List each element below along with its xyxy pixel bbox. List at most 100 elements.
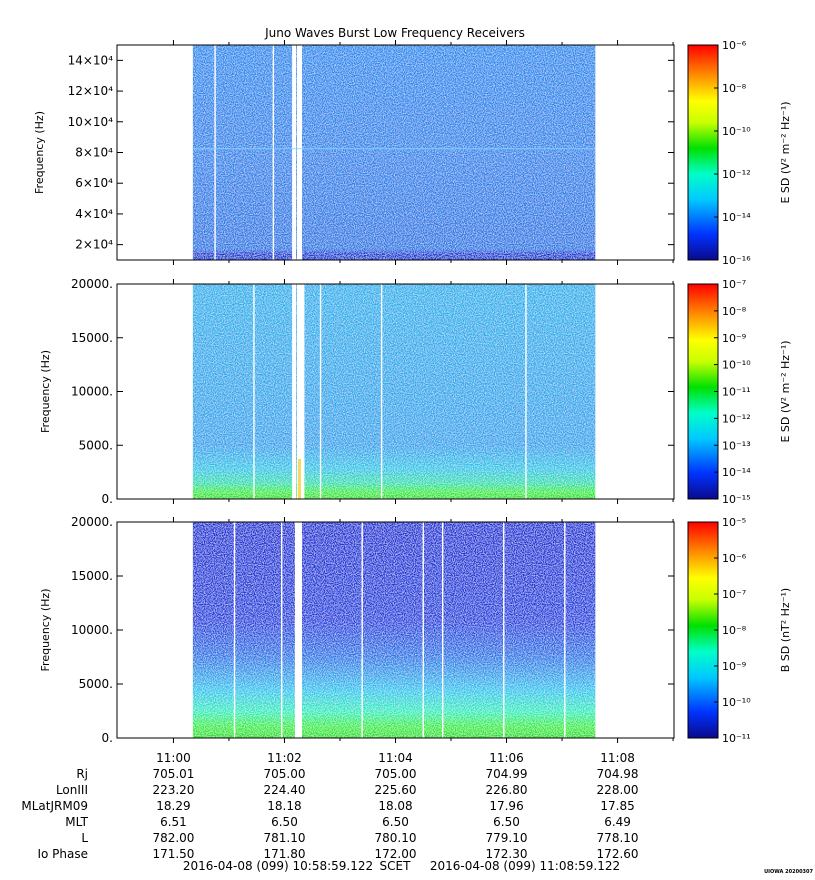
data-gap — [294, 522, 299, 738]
colorbar-tick-label: 10⁻⁹ — [722, 660, 746, 673]
data-gap — [564, 522, 566, 738]
colorbar-label: B SD (nT² Hz⁻¹) — [779, 588, 792, 672]
colorbar — [687, 521, 719, 739]
ephemeris-value: 172.00 — [375, 847, 417, 861]
data-gap — [525, 284, 527, 499]
ytick-label: 14×10⁴ — [68, 53, 114, 67]
interference-line — [192, 148, 596, 150]
panel-1: 2×10⁴ 4×10⁴ 6×10⁴ 8×10⁴ 10×10⁴ 12×10⁴ 14×10⁴ Fr… — [33, 39, 792, 267]
ephemeris-value: 18.08 — [378, 799, 412, 813]
ephemeris-value: 778.10 — [597, 831, 639, 845]
colorbar-tick-label: 10⁻¹³ — [722, 439, 751, 452]
ephemeris-value: 6.50 — [493, 815, 520, 829]
data-gap — [380, 284, 383, 499]
colorbar-tick-label: 10⁻⁹ — [722, 332, 746, 345]
ytick-label: 20000. — [71, 515, 113, 529]
ephemeris-value: 704.99 — [486, 767, 528, 781]
colorbar-label: E SD (V² m⁻² Hz⁻¹) — [779, 101, 792, 203]
data-gap — [292, 284, 297, 499]
colorbar-tick-label: 10⁻¹⁴ — [722, 466, 751, 479]
ytick-label: 6×10⁴ — [75, 176, 113, 190]
xtick-label: 11:04 — [378, 751, 413, 765]
colorbar-tick-label: 10⁻⁶ — [722, 39, 747, 52]
ephemeris-value: 228.00 — [597, 783, 639, 797]
ephemeris-value: 17.96 — [489, 799, 523, 813]
panel-3: 0. 5000. 10000. 15000. 20000. Frequency (Hz) 1… — [39, 515, 792, 745]
colorbar-tick-label: 10⁻⁶ — [722, 552, 747, 565]
ytick-label: 0. — [102, 731, 113, 745]
ephemeris-value: 6.49 — [604, 815, 631, 829]
ephemeris-table: Rj 705.01 705.00 705.00 704.99 704.98 LonIII 22… — [21, 767, 638, 861]
ephemeris-value: 18.18 — [267, 799, 301, 813]
colorbar — [687, 283, 719, 500]
gap-stripe — [296, 284, 302, 499]
ephemeris-value: 779.10 — [486, 831, 528, 845]
figure-title: Juno Waves Burst Low Frequency Receivers — [264, 26, 525, 40]
ytick-label: 15000. — [71, 331, 113, 345]
data-gap — [280, 522, 283, 738]
stripe-low-freq-emission — [297, 459, 301, 499]
ephemeris-label: Rj — [76, 767, 88, 781]
ephemeris-value: 18.29 — [156, 799, 190, 813]
ytick-label: 5000. — [79, 677, 113, 691]
data-gap — [361, 522, 363, 738]
ephemeris-label: MLatJRM09 — [21, 799, 88, 813]
data-gap — [441, 522, 444, 738]
ephemeris-label: MLT — [65, 815, 88, 829]
colorbar-tick-label: 10⁻¹⁰ — [722, 125, 751, 138]
gap-stripe — [296, 522, 302, 738]
colorbar-tick-label: 10⁻¹² — [722, 412, 751, 425]
colorbar-tick-label: 10⁻⁷ — [722, 588, 746, 601]
ytick-label: 8×10⁴ — [75, 146, 113, 160]
colorbar-tick-label: 10⁻¹⁵ — [722, 493, 751, 506]
ephemeris-label: Io Phase — [37, 847, 88, 861]
ephemeris-value: 224.40 — [263, 783, 305, 797]
data-gap — [300, 284, 305, 499]
colorbar-tick-label: 10⁻¹¹ — [722, 732, 751, 745]
ylabel: Frequency (Hz) — [39, 589, 52, 672]
ephemeris-value: 705.00 — [263, 767, 305, 781]
ephemeris-value: 171.50 — [152, 847, 194, 861]
data-gap — [503, 522, 505, 738]
ephemeris-value: 6.50 — [271, 815, 298, 829]
ephemeris-value: 172.30 — [486, 847, 528, 861]
data-gap — [422, 522, 424, 738]
colorbar-tick-label: 10⁻⁸ — [722, 82, 747, 95]
data-gap — [292, 45, 297, 260]
ephemeris-value: 172.60 — [597, 847, 639, 861]
ytick-label: 10000. — [71, 623, 113, 637]
ephemeris-value: 223.20 — [152, 783, 194, 797]
time-axis: 11:00 11:02 11:04 11:06 11:08 — [156, 751, 635, 765]
colorbar-label: E SD (V² m⁻² Hz⁻¹) — [779, 340, 792, 442]
footer-scet-label: SCET — [380, 859, 412, 873]
ytick-label: 10×10⁴ — [68, 115, 114, 129]
colorbar-tick-label: 10⁻¹⁴ — [722, 211, 751, 224]
panel-2: 0. 5000. 10000. 15000. 20000. Frequency (Hz) 1… — [39, 277, 792, 506]
data-gap — [214, 45, 216, 260]
ephemeris-value: 6.50 — [382, 815, 409, 829]
colorbar — [687, 44, 719, 261]
colorbar-tick-label: 10⁻¹⁰ — [722, 696, 751, 709]
xtick-label: 11:08 — [600, 751, 635, 765]
footer-stamp: UIOWA 20200307 — [764, 869, 813, 875]
panels: 2×10⁴ 4×10⁴ 6×10⁴ 8×10⁴ 10×10⁴ 12×10⁴ 14×10⁴ Fr… — [33, 39, 792, 745]
xtick-label: 11:00 — [156, 751, 191, 765]
ephemeris-value: 17.85 — [600, 799, 634, 813]
colorbar-tick-label: 10⁻⁸ — [722, 305, 747, 318]
data-gap — [319, 284, 322, 499]
ephemeris-value: 226.80 — [486, 783, 528, 797]
ytick-label: 4×10⁴ — [75, 207, 113, 221]
ylabel: Frequency (Hz) — [33, 111, 46, 194]
xtick-label: 11:02 — [267, 751, 302, 765]
footer-start-time: 2016-04-08 (099) 10:58:59.122 — [183, 859, 373, 873]
ytick-label: 5000. — [79, 438, 113, 452]
colorbar-tick-label: 10⁻⁷ — [722, 278, 746, 291]
ephemeris-value: 171.80 — [263, 847, 305, 861]
ephemeris-value: 781.10 — [263, 831, 305, 845]
data-gap — [253, 284, 255, 499]
spectrogram-data — [192, 284, 596, 499]
ytick-label: 10000. — [71, 385, 113, 399]
xtick-label: 11:06 — [489, 751, 524, 765]
ephemeris-value: 705.01 — [152, 767, 194, 781]
